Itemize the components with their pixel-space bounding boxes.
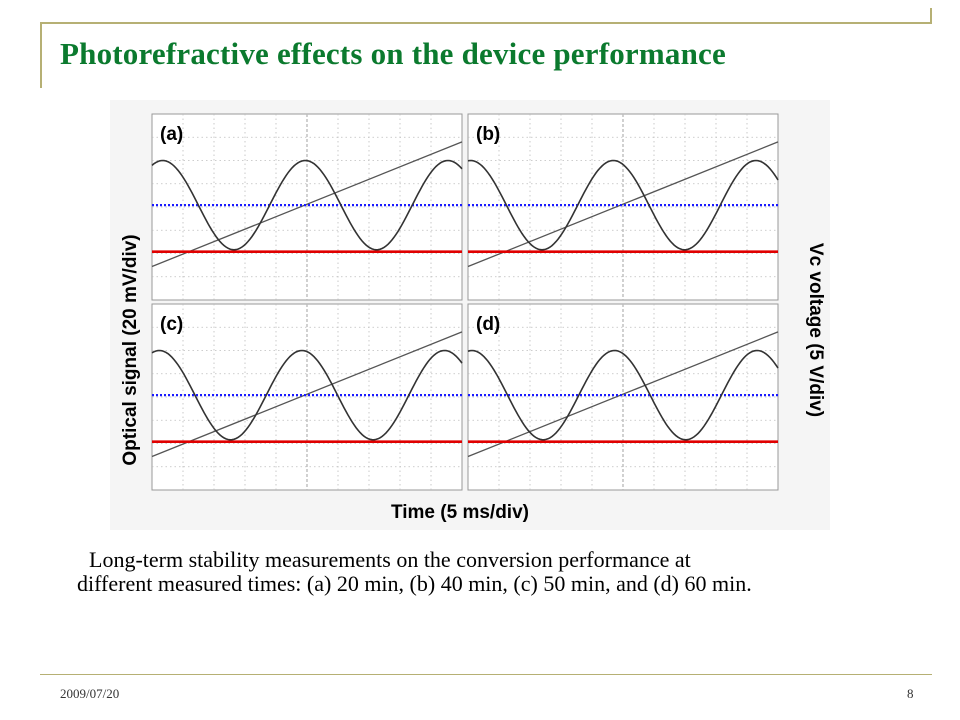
figure-caption: Long-term stability measurements on the … bbox=[77, 548, 877, 596]
slide-title: Photorefractive effects on the device pe… bbox=[60, 36, 726, 71]
oscilloscope-figure: Optical signal (20 mV/div) Vc voltage (5… bbox=[110, 100, 830, 530]
x-axis-label: Time (5 ms/div) bbox=[391, 502, 529, 523]
slide-frame-top bbox=[40, 22, 932, 24]
scope-panel-c: (c) bbox=[151, 303, 463, 491]
scope-panel-d: (d) bbox=[467, 303, 779, 491]
scope-panel-a: (a) bbox=[151, 113, 463, 301]
optical-signal-trace bbox=[151, 349, 463, 441]
footer-date: 2009/07/20 bbox=[60, 686, 120, 701]
panel-label: (d) bbox=[476, 314, 500, 335]
ramp-trace bbox=[151, 141, 463, 268]
caption-line-1: Long-term stability measurements on the … bbox=[89, 547, 691, 572]
optical-signal-trace bbox=[151, 159, 463, 251]
panel-label: (a) bbox=[160, 124, 183, 145]
caption-line-2: different measured times: (a) 20 min, (b… bbox=[77, 571, 752, 596]
ramp-trace bbox=[467, 331, 779, 458]
slide-frame-left bbox=[40, 22, 42, 88]
footer-divider bbox=[40, 674, 932, 675]
y-axis-label: Optical signal (20 mV/div) bbox=[120, 234, 141, 465]
ramp-trace bbox=[467, 141, 779, 268]
panel-label: (c) bbox=[160, 314, 183, 335]
slide-frame-right bbox=[930, 8, 932, 24]
optical-signal-trace bbox=[467, 349, 779, 441]
scope-panel-b: (b) bbox=[467, 113, 779, 301]
panel-label: (b) bbox=[476, 124, 500, 145]
panels-group: (a) (b) (c) (d) bbox=[151, 113, 779, 491]
optical-signal-trace bbox=[467, 159, 779, 251]
ramp-trace bbox=[151, 331, 463, 458]
y2-axis-label: Vc voltage (5 V/div) bbox=[805, 243, 826, 417]
page-number: 8 bbox=[907, 686, 914, 701]
